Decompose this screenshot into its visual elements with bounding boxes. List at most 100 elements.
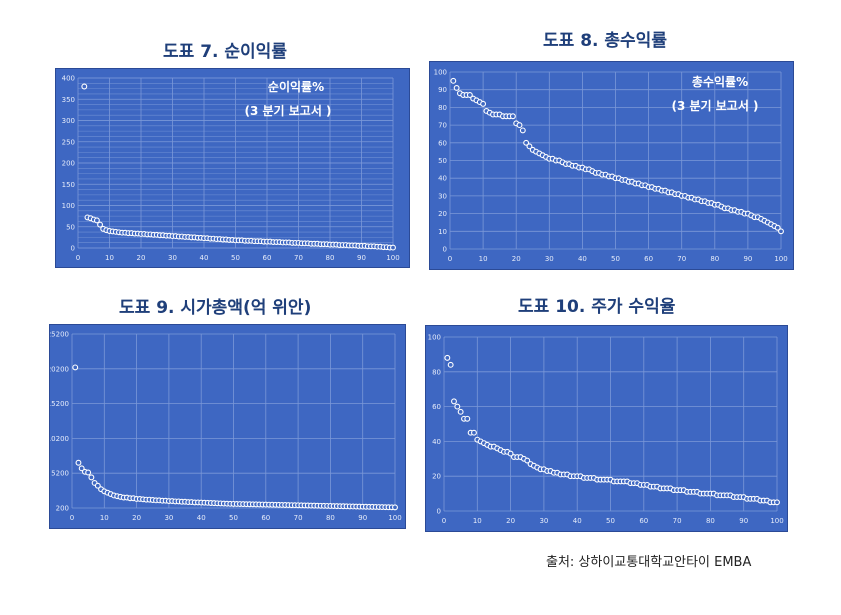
x-tick-label: 80	[326, 254, 335, 262]
y-tick-label: 20	[432, 473, 441, 481]
y-tick-label: 5200	[51, 470, 69, 478]
x-tick-label: 80	[326, 514, 335, 522]
x-tick-label: 20	[512, 255, 521, 263]
x-tick-label: 60	[644, 255, 653, 263]
chart-7-title: 도표 7. 순이익률	[163, 42, 287, 62]
data-point	[509, 113, 516, 120]
x-tick-label: 10	[479, 255, 488, 263]
y-tick-label: 90	[438, 86, 447, 94]
y-tick-label: 30	[438, 192, 447, 200]
x-tick-label: 90	[358, 514, 367, 522]
chart-9-title: 도표 9. 시가총액(억 위안)	[119, 298, 312, 318]
x-tick-label: 50	[231, 254, 240, 262]
x-tick-label: 20	[506, 517, 515, 525]
chart-9-panel: 0 10 20 30 40 50 60 70 80 90 100 200 5200 10200 15200 2…	[49, 324, 406, 529]
data-point	[524, 457, 531, 464]
chart-annotation: (3 분기 보고서 )	[244, 103, 331, 118]
x-tick-label: 0	[442, 517, 446, 525]
y-tick-label: 300	[62, 117, 75, 125]
data-point	[75, 459, 82, 466]
x-tick-label: 80	[710, 255, 719, 263]
x-tick-label: 70	[673, 517, 682, 525]
data-point	[97, 221, 103, 228]
data-point	[526, 143, 533, 150]
data-point	[390, 244, 396, 251]
chart-10-panel: 0 10 20 30 40 50 60 70 80 90 100 0 20 40 60 80 100	[425, 325, 788, 532]
y-tick-label: 100	[434, 69, 447, 77]
y-tick-label: 40	[438, 175, 447, 183]
y-tick-label: 80	[432, 368, 441, 376]
x-tick-label: 20	[137, 254, 146, 262]
x-tick-label: 0	[70, 514, 74, 522]
x-tick-label: 10	[100, 514, 109, 522]
x-tick-label: 10	[473, 517, 482, 525]
x-tick-label: 30	[545, 255, 554, 263]
chart-3-svg: 0 10 20 30 40 50 60 70 80 90 100 0 20 40 60 80 100	[428, 334, 784, 526]
data-point	[516, 122, 523, 129]
data-point	[774, 224, 781, 231]
x-tick-label: 0	[448, 255, 452, 263]
x-tick-label: 60	[263, 254, 272, 262]
y-tick-label: 200	[56, 505, 69, 513]
data-point	[464, 415, 471, 422]
chart-0-svg: 0 10 20 30 40 50 60 70 80 90 100 0 50 100 150 200 250 300…	[62, 75, 400, 263]
data-point	[94, 482, 101, 489]
y-tick-label: 350	[62, 96, 75, 104]
data-point	[454, 403, 461, 410]
x-tick-label: 100	[774, 255, 787, 263]
y-tick-label: 50	[438, 157, 447, 165]
x-tick-label: 50	[606, 517, 615, 525]
data-point	[88, 474, 95, 481]
y-tick-label: 60	[432, 403, 441, 411]
x-tick-label: 90	[739, 517, 748, 525]
y-tick-label: 40	[432, 438, 441, 446]
chart-2-svg: 0 10 20 30 40 50 60 70 80 90 100 200 5200 10200 15200 2…	[50, 331, 402, 523]
data-point	[507, 450, 514, 457]
y-tick-label: 250	[62, 138, 75, 146]
x-tick-label: 90	[743, 255, 752, 263]
data-point	[774, 499, 780, 506]
x-tick-label: 40	[573, 517, 582, 525]
x-tick-label: 10	[105, 254, 114, 262]
x-tick-label: 40	[200, 254, 209, 262]
x-tick-label: 50	[611, 255, 620, 263]
data-point	[466, 92, 473, 98]
data-point	[85, 469, 92, 476]
x-tick-label: 50	[229, 514, 238, 522]
y-tick-label: 20200	[50, 365, 69, 373]
y-tick-label: 10200	[50, 435, 69, 443]
data-point	[447, 361, 454, 368]
data-point	[523, 139, 530, 146]
x-tick-label: 70	[677, 255, 686, 263]
data-point	[72, 364, 79, 371]
data-point	[93, 217, 100, 224]
data-point	[450, 77, 457, 84]
data-point	[78, 465, 85, 472]
data-point	[81, 83, 88, 90]
y-tick-label: 100	[62, 202, 75, 210]
chart-annotation: (3 분기 보고서 )	[671, 98, 758, 113]
chart-10-title: 도표 10. 주가 수익율	[518, 297, 676, 317]
y-tick-label: 70	[438, 122, 447, 130]
x-tick-label: 100	[386, 254, 399, 262]
y-tick-label: 200	[62, 160, 75, 168]
data-point	[519, 127, 526, 134]
chart-annotation: 총수익률%	[692, 74, 748, 89]
chart-annotation: 순이익률%	[268, 79, 324, 94]
x-tick-label: 70	[294, 254, 303, 262]
x-tick-label: 40	[197, 514, 206, 522]
y-tick-label: 15200	[50, 400, 69, 408]
y-tick-label: 25200	[50, 331, 69, 339]
y-tick-label: 100	[428, 334, 441, 342]
x-tick-label: 60	[261, 514, 270, 522]
y-tick-label: 0	[437, 508, 441, 516]
data-point	[451, 398, 457, 405]
x-tick-label: 80	[706, 517, 715, 525]
x-tick-label: 90	[357, 254, 366, 262]
x-tick-label: 30	[168, 254, 177, 262]
y-tick-label: 50	[66, 223, 75, 231]
data-point	[778, 228, 784, 235]
y-tick-label: 80	[438, 104, 447, 112]
x-tick-label: 40	[578, 255, 587, 263]
data-point	[457, 408, 464, 415]
